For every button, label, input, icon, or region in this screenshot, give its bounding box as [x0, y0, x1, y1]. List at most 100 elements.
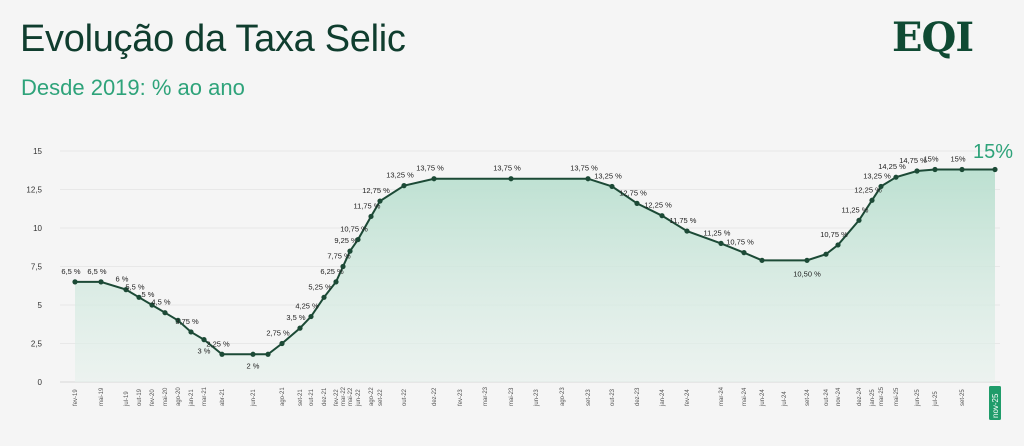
data-label: 5,5 %	[125, 282, 145, 291]
page-subtitle: Desde 2019: % ao ano	[21, 75, 245, 100]
data-label: 4,5 %	[151, 298, 171, 307]
data-point	[684, 228, 690, 234]
data-label: 13,75 %	[416, 164, 444, 173]
data-point	[718, 240, 724, 246]
data-label: 15%	[923, 154, 938, 163]
x-tick-label: dez-23	[635, 387, 641, 406]
y-tick-label: 2,5	[31, 340, 43, 349]
data-point	[959, 166, 965, 173]
data-point	[279, 340, 285, 347]
data-label: 5 %	[142, 290, 155, 299]
data-label: 12,25 %	[644, 201, 672, 210]
data-label: 14,25 %	[878, 162, 906, 171]
x-tick-label: dez-24	[857, 387, 863, 406]
x-tick-label: out-22	[402, 388, 408, 406]
data-point	[893, 174, 899, 180]
data-label: 2 %	[247, 361, 260, 370]
data-point	[250, 351, 256, 357]
highlight-badge	[989, 386, 1001, 420]
data-point	[368, 213, 374, 220]
x-tick-label: jul-25	[933, 391, 939, 407]
data-point	[585, 176, 591, 182]
data-point	[835, 242, 841, 248]
x-tick-label: mai-20	[163, 387, 169, 406]
data-label: 14,75 %	[899, 156, 927, 165]
data-point	[992, 166, 998, 173]
data-label: 13,25 %	[386, 171, 414, 180]
y-tick-label: 15	[33, 147, 42, 156]
data-point	[914, 168, 920, 174]
x-tick-label: mai-23	[509, 387, 515, 406]
data-point	[823, 251, 829, 257]
data-point	[308, 313, 314, 320]
data-point	[340, 263, 346, 270]
data-point	[175, 317, 181, 323]
x-tick-label: ago-22	[369, 387, 375, 406]
x-tick-label: out-23	[610, 388, 616, 406]
x-tick-label: jun-22	[356, 389, 362, 407]
data-label: 12,75 %	[362, 186, 390, 195]
data-label: 6,25 %	[320, 267, 344, 276]
x-tick-label: nov-24	[836, 387, 842, 406]
x-tick-label: ago-21	[280, 387, 286, 406]
data-label: 11,75 %	[670, 216, 697, 225]
data-point	[98, 279, 104, 285]
current-rate-highlight: 15%	[973, 141, 1013, 163]
x-tick-label: mai-22	[348, 387, 354, 406]
y-tick-label: 10	[33, 224, 42, 233]
data-label: 3,75 %	[175, 317, 199, 326]
data-label: 13,75 %	[570, 164, 598, 173]
data-point	[634, 200, 640, 206]
data-point	[188, 329, 194, 335]
x-tick-label: fev-22	[334, 389, 340, 406]
data-label: 10,75 %	[820, 230, 848, 239]
x-tick-label: jul-19	[124, 391, 130, 407]
x-tick-label: dez-22	[432, 387, 438, 406]
x-tick-label: set-22	[378, 389, 384, 406]
data-label: 3,5 %	[286, 313, 306, 322]
data-point	[932, 166, 938, 173]
data-label: 12,25 %	[854, 185, 882, 194]
x-tick-label: set-23	[586, 389, 592, 406]
data-point	[869, 197, 875, 203]
data-label: 11,75 %	[354, 201, 381, 210]
data-point	[136, 294, 142, 300]
x-tick-label: mar-21	[202, 386, 208, 406]
page-title: Evolução da Taxa Selic	[20, 18, 406, 60]
data-point	[123, 287, 129, 293]
x-tick-label: mar-25	[879, 386, 885, 406]
data-label: 3 %	[198, 347, 211, 356]
data-point	[759, 257, 765, 263]
y-tick-label: 7,5	[31, 263, 43, 272]
data-point	[72, 279, 78, 285]
data-label: 13,25 %	[594, 171, 622, 180]
data-point	[431, 176, 437, 182]
x-tick-label: out-21	[309, 388, 315, 406]
data-point	[659, 213, 665, 219]
data-point	[355, 236, 361, 243]
x-tick-label: mar-23	[483, 386, 489, 406]
data-point	[297, 325, 303, 331]
x-tick-label: ago-23	[560, 387, 566, 406]
x-tick-label: dez-21	[322, 387, 328, 406]
x-tick-label: set-24	[805, 389, 811, 406]
data-label: 11,25 %	[842, 205, 869, 214]
data-label: 10,75 %	[340, 225, 368, 234]
data-label: 15%	[950, 154, 965, 163]
data-label: 12,75 %	[619, 188, 647, 197]
data-point	[508, 176, 514, 182]
y-tick-label: 12,5	[26, 186, 42, 195]
data-label: 2,75 %	[266, 329, 290, 338]
data-point	[149, 302, 155, 308]
data-point	[856, 217, 862, 223]
x-tick-label: jun-21	[251, 389, 257, 407]
data-label: 13,25 %	[863, 171, 891, 180]
data-label: 13,75 %	[493, 164, 521, 173]
x-tick-label: mar-22	[341, 386, 347, 406]
data-label: 7,75 %	[327, 252, 351, 261]
data-point	[162, 310, 168, 316]
x-tick-label: jun-23	[534, 389, 540, 407]
x-tick-label: jun-24	[760, 389, 766, 407]
data-label: 5,25 %	[308, 282, 332, 291]
